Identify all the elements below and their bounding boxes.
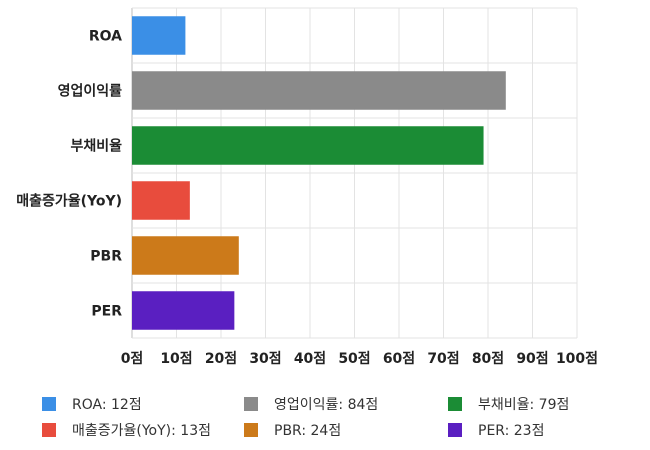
legend-item: ROA: 12점	[42, 394, 142, 414]
bar	[132, 236, 239, 275]
legend-label: 매출증가율(YoY): 13점	[72, 423, 211, 439]
legend-item: 부채비율: 79점	[448, 394, 569, 414]
legend-swatch	[244, 397, 258, 411]
x-tick-label: 10점	[160, 350, 192, 367]
category-label: 영업이익률	[58, 83, 123, 100]
category-label: PER	[91, 304, 122, 320]
x-tick-label: 70점	[427, 350, 459, 367]
legend-label: ROA: 12점	[72, 397, 142, 413]
x-tick-label: 50점	[338, 350, 370, 367]
legend-label: 부채비율: 79점	[478, 397, 570, 413]
bar	[132, 16, 186, 55]
bar	[132, 71, 506, 110]
bar	[132, 291, 235, 330]
x-tick-label: 80점	[472, 350, 504, 367]
legend-item: 매출증가율(YoY): 13점	[42, 420, 211, 440]
x-tick-label: 20점	[205, 350, 237, 367]
bar	[132, 126, 484, 165]
x-tick-label: 100점	[556, 350, 598, 367]
category-label: 부채비율	[70, 138, 122, 155]
legend-swatch	[42, 423, 56, 437]
bar	[132, 181, 190, 220]
category-label: PBR	[90, 249, 122, 265]
legend-swatch	[448, 423, 462, 437]
legend-item: PBR: 24점	[244, 420, 341, 440]
legend-swatch	[448, 397, 462, 411]
legend-label: PBR: 24점	[274, 423, 342, 439]
x-tick-label: 30점	[249, 350, 281, 367]
x-tick-label: 60점	[383, 350, 415, 367]
legend-label: 영업이익률: 84점	[274, 397, 379, 413]
legend-label: PER: 23점	[478, 423, 545, 439]
x-tick-label: 0점	[121, 350, 144, 367]
legend-item: 영업이익률: 84점	[244, 394, 378, 414]
legend-swatch	[244, 423, 258, 437]
x-tick-label: 90점	[516, 350, 548, 367]
legend-item: PER: 23점	[448, 420, 544, 440]
category-label: 매출증가율(YoY)	[16, 193, 122, 210]
x-tick-label: 40점	[294, 350, 326, 367]
legend-swatch	[42, 397, 56, 411]
category-label: ROA	[89, 29, 122, 45]
legend: ROA: 12점 영업이익률: 84점 부채비율: 79점 매출증가율(YoY)…	[42, 390, 642, 446]
